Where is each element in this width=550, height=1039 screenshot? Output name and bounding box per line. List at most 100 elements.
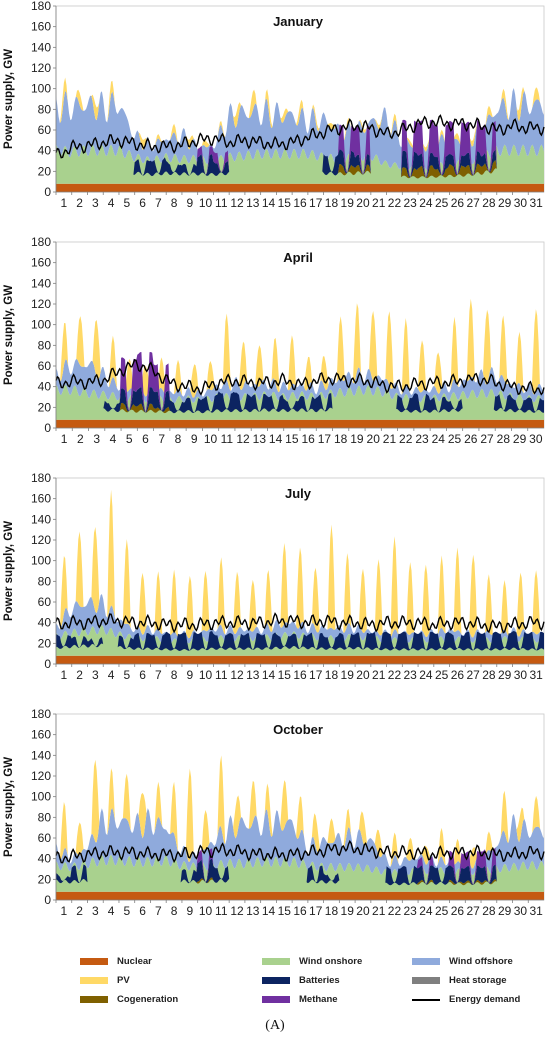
x-tick-label: 3 (92, 904, 99, 918)
y-tick-label: 100 (31, 82, 51, 96)
y-tick-label: 80 (38, 574, 52, 588)
x-tick-label: 26 (451, 668, 465, 682)
x-tick-label: 22 (399, 432, 413, 446)
y-tick-label: 180 (31, 0, 51, 13)
x-tick-label: 16 (293, 196, 307, 210)
x-tick-label: 19 (341, 196, 355, 210)
chart-legend: Nuclear Wind onshore Wind offshore PV Ba… (0, 950, 550, 1012)
x-tick-label: 11 (215, 668, 228, 682)
x-tick-label: 13 (253, 432, 267, 446)
area-pv (56, 298, 544, 398)
x-tick-label: 15 (278, 904, 292, 918)
x-tick-label: 8 (171, 904, 178, 918)
area-methane (56, 119, 544, 178)
area-cogeneration (56, 160, 544, 179)
x-tick-label: 29 (498, 904, 512, 918)
x-tick-label: 4 (108, 904, 115, 918)
x-tick-label: 15 (285, 432, 299, 446)
x-tick-label: 31 (529, 196, 543, 210)
y-tick-label: 120 (31, 297, 51, 311)
x-tick-label: 11 (215, 904, 228, 918)
x-tick-label: 18 (334, 432, 348, 446)
x-tick-label: 23 (404, 196, 418, 210)
x-tick-label: 7 (158, 432, 165, 446)
x-tick-label: 2 (76, 904, 83, 918)
x-tick-label: 24 (432, 432, 446, 446)
x-tick-label: 10 (199, 196, 213, 210)
y-tick-label: 40 (38, 852, 52, 866)
y-tick-label: 60 (38, 359, 52, 373)
x-tick-label: 1 (61, 904, 68, 918)
y-tick-label: 160 (31, 492, 51, 506)
y-axis-label: Power supply, GW (3, 757, 15, 857)
x-tick-label: 16 (293, 668, 307, 682)
x-tick-label: 6 (139, 196, 146, 210)
y-tick-label: 80 (38, 102, 52, 116)
legend-item-methane: Methane (262, 994, 338, 1005)
x-tick-label: 17 (318, 432, 332, 446)
x-tick-label: 3 (92, 196, 99, 210)
legend-label-batteries: Batteries (299, 975, 340, 986)
y-tick-label: 0 (44, 657, 51, 671)
legend-label-heat-storage: Heat storage (449, 975, 507, 986)
x-tick-label: 8 (175, 432, 182, 446)
area-nuclear (56, 891, 544, 900)
x-tick-label: 13 (246, 196, 260, 210)
area-batteries (56, 387, 544, 414)
area-pv (56, 77, 544, 152)
x-tick-label: 16 (293, 904, 307, 918)
y-tick-label: 60 (38, 595, 52, 609)
x-tick-label: 6 (139, 668, 146, 682)
area-methane (56, 848, 544, 885)
x-tick-label: 10 (199, 904, 213, 918)
x-tick-label: 1 (61, 196, 68, 210)
x-tick-label: 14 (262, 904, 276, 918)
x-tick-label: 14 (262, 668, 276, 682)
x-tick-label: 30 (514, 904, 528, 918)
area-pv (56, 755, 544, 869)
x-tick-label: 5 (123, 668, 130, 682)
legend-item-cogeneration: Cogeneration (80, 994, 178, 1005)
y-tick-label: 140 (31, 40, 51, 54)
legend-label-nuclear: Nuclear (117, 956, 152, 967)
x-tick-label: 17 (309, 668, 323, 682)
legend-swatch-cogeneration (80, 996, 108, 1003)
x-tick-label: 14 (269, 432, 283, 446)
x-tick-label: 22 (388, 668, 402, 682)
y-axis-label: Power supply, GW (3, 49, 15, 149)
x-tick-label: 21 (372, 904, 386, 918)
line-energy-demand (55, 839, 545, 864)
y-tick-label: 40 (38, 616, 52, 630)
panel-title: October (273, 722, 323, 737)
y-tick-label: 140 (31, 276, 51, 290)
y-tick-label: 20 (38, 164, 52, 178)
x-tick-label: 22 (388, 196, 402, 210)
x-tick-label: 12 (236, 432, 250, 446)
x-tick-label: 1 (61, 432, 68, 446)
line-energy-demand (55, 358, 545, 396)
legend-swatch-heat-storage (412, 977, 440, 984)
y-tick-label: 100 (31, 318, 51, 332)
x-tick-label: 21 (372, 196, 386, 210)
x-tick-label: 25 (448, 432, 462, 446)
y-tick-label: 120 (31, 533, 51, 547)
y-tick-label: 20 (38, 872, 52, 886)
y-tick-label: 40 (38, 144, 52, 158)
y-axis-label: Power supply, GW (3, 521, 15, 621)
x-tick-label: 19 (341, 668, 355, 682)
x-tick-label: 6 (142, 432, 149, 446)
x-tick-label: 29 (498, 196, 512, 210)
x-tick-label: 24 (419, 668, 433, 682)
panel-title: April (283, 250, 313, 265)
y-tick-label: 100 (31, 554, 51, 568)
x-tick-label: 27 (466, 668, 480, 682)
x-tick-label: 31 (529, 668, 543, 682)
x-tick-label: 25 (435, 196, 449, 210)
x-tick-label: 27 (466, 196, 480, 210)
legend-item-wind-onshore: Wind onshore (262, 956, 362, 967)
y-tick-label: 160 (31, 728, 51, 742)
x-tick-label: 7 (155, 196, 162, 210)
